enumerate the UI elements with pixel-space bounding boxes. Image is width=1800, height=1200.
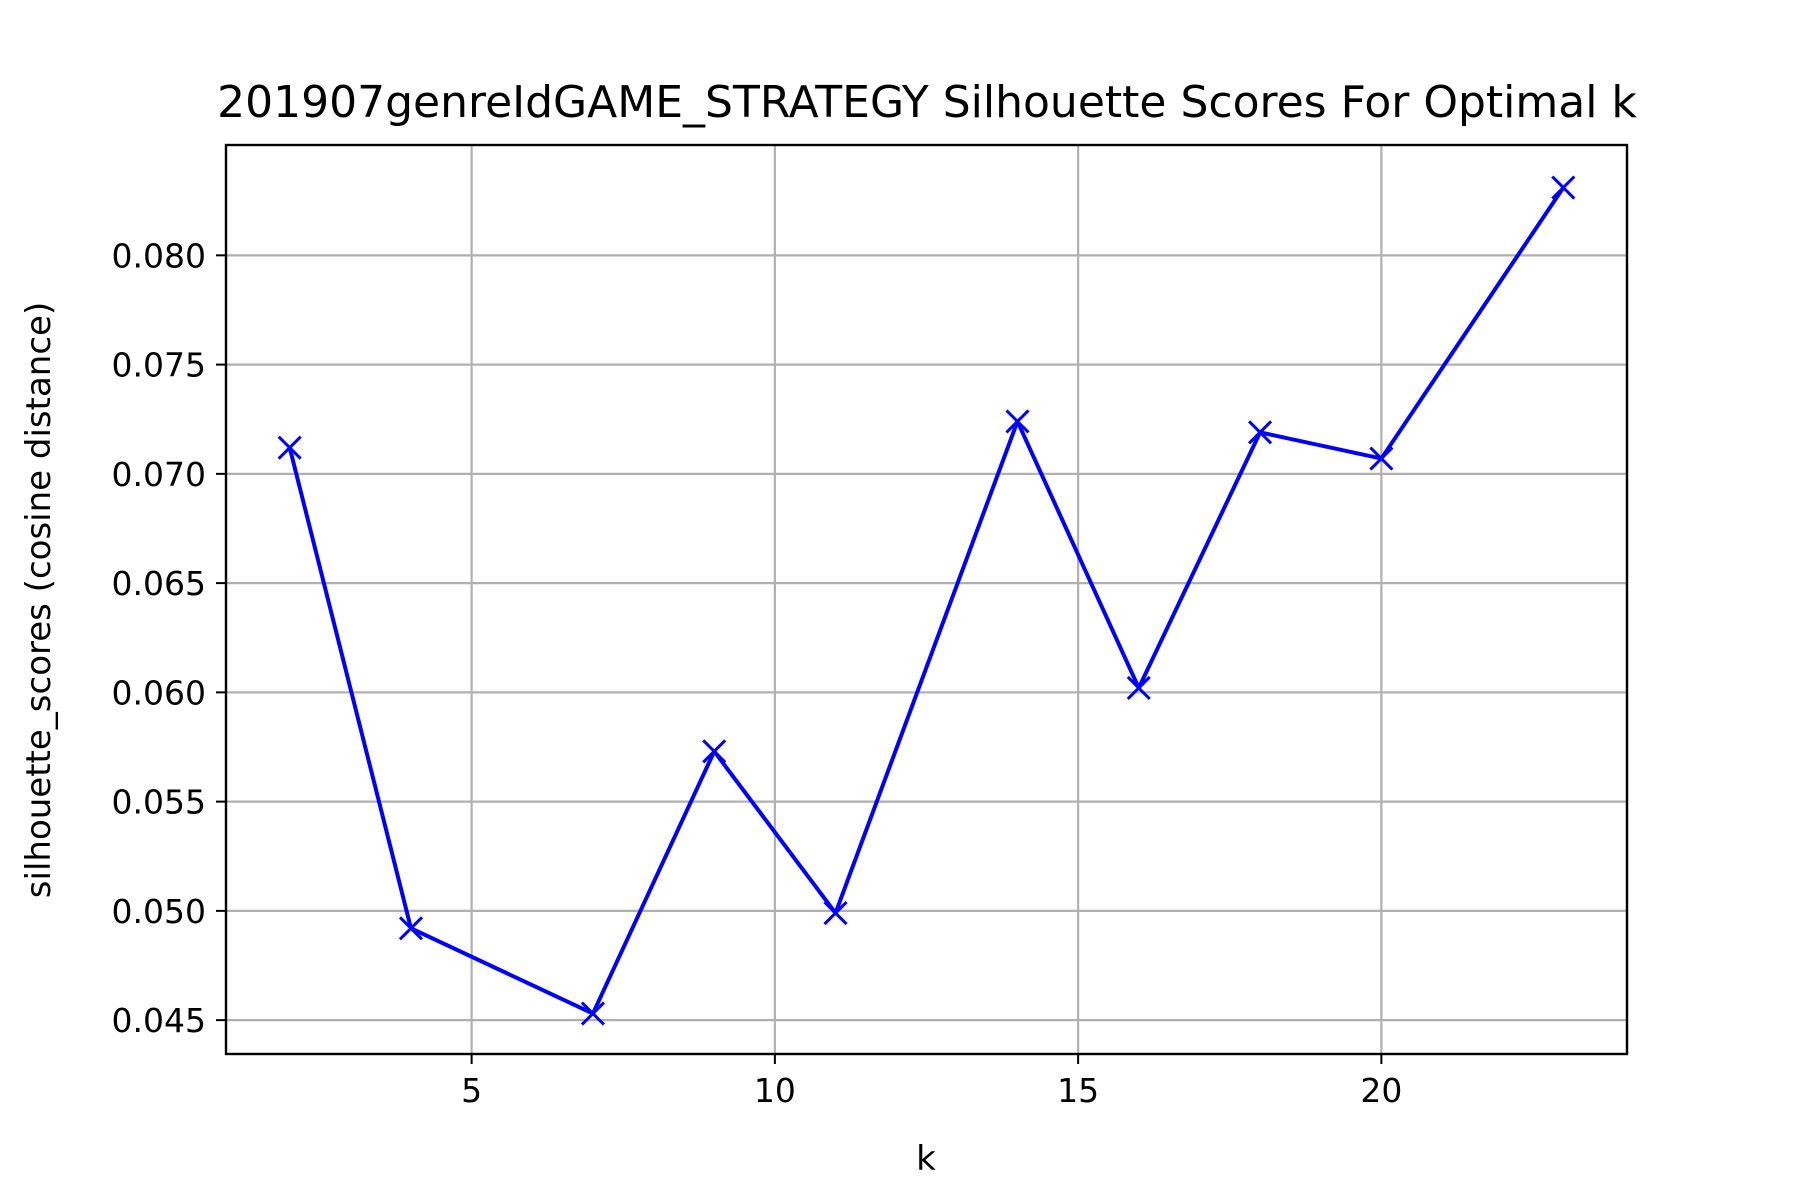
- data-point-marker: [702, 739, 727, 764]
- series-line: [287, 185, 1566, 1016]
- data-point-marker: [398, 916, 424, 941]
- x-axis-label: k: [916, 1139, 936, 1179]
- y-tick-label: 0.045: [112, 1001, 206, 1040]
- data-series: [277, 175, 1576, 1026]
- y-tick-label: 0.070: [112, 455, 206, 494]
- data-point-marker: [1126, 675, 1151, 701]
- x-tick-label: 10: [754, 1071, 796, 1110]
- data-point-marker: [1248, 420, 1273, 445]
- axis-ticks: 5 10 15 20 0.045 0.050 0.055 0.060 0.065 0.070 0.0…: [112, 236, 1403, 1110]
- y-tick-label: 0.065: [112, 564, 206, 603]
- data-point-marker: [1551, 175, 1576, 200]
- x-tick-label: 15: [1057, 1071, 1099, 1110]
- x-tick-label: 5: [461, 1071, 482, 1110]
- chart-title: 201907genreIdGAME_STRATEGY Silhouette Sc…: [217, 77, 1637, 128]
- data-point-marker: [1369, 446, 1394, 471]
- y-tick-label: 0.075: [112, 346, 206, 385]
- data-point-marker: [823, 901, 848, 926]
- data-point-marker: [580, 1001, 605, 1026]
- x-tick-label: 20: [1360, 1071, 1402, 1110]
- plot-area-frame: [224, 143, 1629, 1056]
- data-point-marker: [277, 435, 302, 460]
- grid-lines: [226, 145, 1627, 1054]
- data-point-marker: [1005, 409, 1030, 434]
- y-tick-label: 0.055: [112, 783, 206, 822]
- y-tick-label: 0.050: [112, 892, 206, 931]
- y-tick-label: 0.060: [112, 673, 206, 712]
- y-tick-label: 0.080: [112, 236, 206, 275]
- y-axis-label: silhouette_scores (cosine distance): [19, 302, 59, 898]
